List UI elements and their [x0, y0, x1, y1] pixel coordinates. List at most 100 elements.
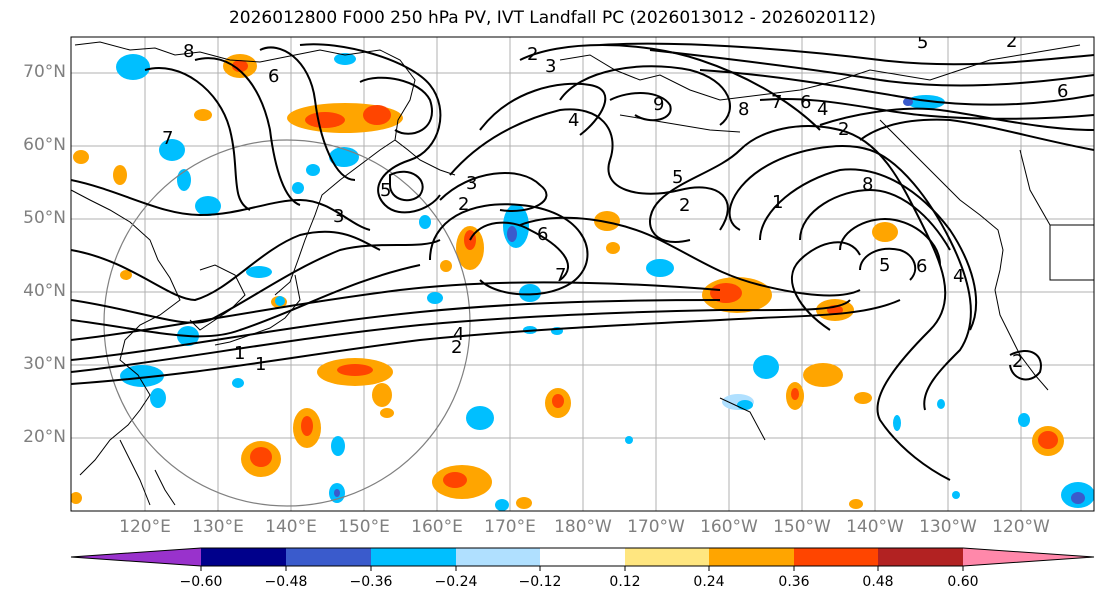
pv-contour	[759, 98, 1094, 120]
contour-label: 4	[953, 266, 964, 287]
pv-contours	[71, 42, 1094, 481]
contour-label: 2	[527, 44, 538, 65]
lat-label-30n: 30°N	[23, 354, 66, 374]
contour-label: 7	[771, 92, 782, 113]
coastlines	[71, 41, 1094, 506]
lon-label-160e: 160°E	[411, 517, 463, 537]
pv-contour	[144, 67, 251, 211]
positive-anomaly-core	[232, 60, 248, 72]
map-frame	[70, 36, 1095, 512]
pv-contour	[389, 170, 424, 202]
lon-label-170e: 170°E	[484, 517, 536, 537]
negative-anomaly	[275, 296, 285, 306]
pv-contour	[449, 108, 729, 231]
colorbar-label: 0.48	[862, 574, 894, 590]
lat-label-20n: 20°N	[23, 427, 66, 447]
negative-anomaly	[893, 415, 901, 431]
coast-hawaii	[719, 397, 766, 441]
pv-contour	[649, 49, 1094, 87]
positive-anomaly	[380, 408, 394, 418]
lat-label-70n: 70°N	[23, 62, 66, 82]
colorbar-segment	[371, 548, 456, 566]
negative-anomaly	[937, 399, 945, 409]
negative-anomaly	[150, 388, 166, 408]
colorbar-extend-right	[963, 548, 1094, 566]
pv-contour	[71, 299, 901, 385]
lat-label-40n: 40°N	[23, 281, 66, 301]
negative-anomaly	[159, 139, 185, 161]
pv-contour	[519, 44, 821, 131]
negative-anomaly	[1018, 413, 1030, 427]
contour-label: 8	[738, 99, 749, 120]
negative-anomaly	[495, 499, 509, 511]
positive-anomaly	[516, 497, 532, 509]
negative-anomaly	[195, 196, 221, 216]
positive-anomaly	[594, 211, 620, 231]
negative-anomaly	[120, 365, 164, 387]
colorbar-segment	[878, 548, 963, 566]
pv-contour	[609, 92, 672, 122]
pv-contour	[1009, 350, 1042, 381]
contour-label: 2	[838, 119, 849, 140]
positive-anomaly	[71, 492, 82, 504]
negative-anomaly	[292, 182, 304, 194]
contour-label: 6	[916, 256, 927, 277]
lon-label-120w: 120°W	[992, 517, 1050, 537]
lon-label-160w: 160°W	[700, 517, 758, 537]
contour-label: 3	[545, 56, 556, 77]
positive-anomaly	[194, 109, 212, 121]
pv-contour	[439, 172, 548, 212]
positive-anomaly-core	[443, 472, 467, 488]
contour-label: 6	[537, 224, 548, 245]
lon-label-140e: 140°E	[265, 517, 317, 537]
lon-label-170w: 170°W	[627, 517, 685, 537]
colorbar-label: −0.12	[518, 574, 562, 590]
contour-label: 2	[458, 194, 469, 215]
negative-anomaly	[419, 215, 431, 229]
contour-label: 2	[451, 337, 462, 358]
contour-label: 6	[800, 92, 811, 113]
positive-anomaly-core	[301, 416, 313, 436]
lon-label-180w: 180°W	[554, 517, 612, 537]
positive-anomaly	[606, 242, 620, 254]
coast-korea	[189, 264, 246, 331]
contour-label: 3	[466, 173, 477, 194]
contour-label: 1	[234, 343, 245, 364]
colorbar-label: 0.36	[778, 574, 810, 590]
colorbar-segment	[540, 548, 625, 566]
negative-anomaly	[232, 378, 244, 388]
negative-anomaly	[625, 436, 633, 444]
lon-label-150w: 150°W	[773, 517, 831, 537]
pv-contour	[469, 221, 570, 281]
positive-anomaly	[803, 363, 843, 387]
pv-contour	[728, 145, 972, 411]
pv-contour	[519, 216, 861, 297]
positive-anomaly-core	[1038, 431, 1058, 449]
coast-philippines	[119, 439, 176, 506]
lon-label-130w: 130°W	[919, 517, 977, 537]
pv-contour	[71, 179, 371, 231]
colorbar-label: 0.12	[609, 574, 641, 590]
pv-contour	[819, 107, 1094, 131]
pv-contour	[839, 218, 941, 266]
pv-contour	[429, 203, 589, 296]
region-circle	[103, 139, 471, 507]
contour-label: 4	[568, 110, 579, 131]
colorbar-segment	[456, 548, 540, 566]
positive-anomaly	[854, 392, 872, 404]
colorbar-label: −0.60	[179, 574, 223, 590]
contour-label: 2	[1006, 31, 1017, 52]
contour-label: 5	[672, 167, 683, 188]
negative-anomaly	[753, 355, 779, 379]
colorbar-label: −0.24	[434, 574, 478, 590]
coast-north-america	[879, 119, 1049, 391]
pv-contour	[559, 65, 731, 126]
positive-anomaly	[872, 222, 898, 242]
negative-anomaly	[646, 259, 674, 277]
negative-anomaly	[334, 53, 356, 65]
pv-contour	[649, 125, 951, 481]
border-lines	[1019, 149, 1094, 281]
colorbar-label: 0.60	[947, 574, 979, 590]
contour-label: 1	[255, 354, 266, 375]
pv-contour	[71, 230, 381, 302]
